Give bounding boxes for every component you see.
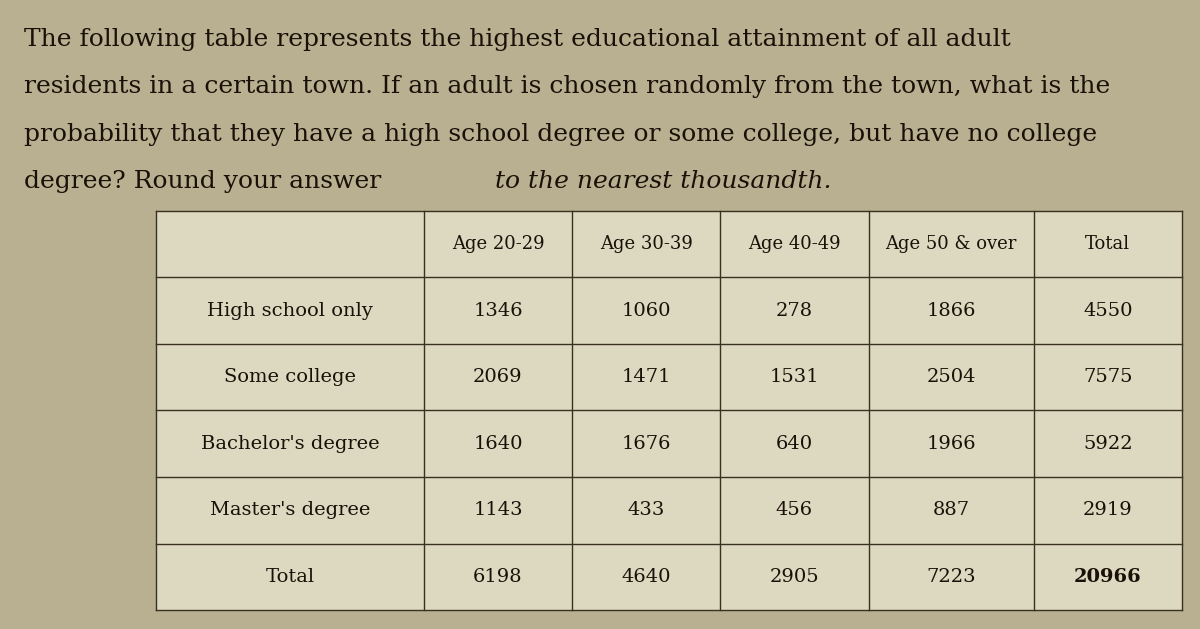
Text: degree? Round your answer: degree? Round your answer bbox=[24, 170, 389, 193]
Bar bbox=[720, 477, 869, 543]
Bar bbox=[424, 211, 572, 277]
Bar bbox=[869, 344, 1034, 410]
Bar bbox=[572, 277, 720, 344]
Text: Total: Total bbox=[1085, 235, 1130, 253]
Bar bbox=[572, 344, 720, 410]
Bar bbox=[869, 477, 1034, 543]
Bar bbox=[424, 344, 572, 410]
Bar bbox=[869, 277, 1034, 344]
Bar bbox=[156, 543, 424, 610]
Text: 6198: 6198 bbox=[473, 568, 523, 586]
Text: 640: 640 bbox=[776, 435, 812, 453]
Text: Some college: Some college bbox=[224, 368, 356, 386]
Text: 2069: 2069 bbox=[473, 368, 523, 386]
Bar bbox=[869, 410, 1034, 477]
Text: 7575: 7575 bbox=[1084, 368, 1133, 386]
Text: residents in a certain town. If an adult is chosen randomly from the town, what : residents in a certain town. If an adult… bbox=[24, 75, 1110, 99]
Text: Age 20-29: Age 20-29 bbox=[451, 235, 545, 253]
Bar bbox=[869, 543, 1034, 610]
Bar bbox=[1034, 543, 1182, 610]
Bar bbox=[1034, 410, 1182, 477]
Bar bbox=[424, 477, 572, 543]
Text: 1640: 1640 bbox=[473, 435, 523, 453]
Bar bbox=[156, 277, 424, 344]
Text: 2919: 2919 bbox=[1084, 501, 1133, 520]
Text: 456: 456 bbox=[776, 501, 812, 520]
Bar bbox=[572, 410, 720, 477]
Text: 2504: 2504 bbox=[926, 368, 976, 386]
Text: 2905: 2905 bbox=[769, 568, 820, 586]
Bar bbox=[156, 410, 424, 477]
Text: 1676: 1676 bbox=[622, 435, 671, 453]
Text: 7223: 7223 bbox=[926, 568, 976, 586]
Text: Bachelor's degree: Bachelor's degree bbox=[200, 435, 379, 453]
Text: 1143: 1143 bbox=[473, 501, 523, 520]
Bar bbox=[424, 410, 572, 477]
Text: 4640: 4640 bbox=[622, 568, 671, 586]
Text: 4550: 4550 bbox=[1084, 301, 1133, 320]
Text: High school only: High school only bbox=[208, 301, 373, 320]
Text: 433: 433 bbox=[628, 501, 665, 520]
Text: Age 30-39: Age 30-39 bbox=[600, 235, 692, 253]
Bar bbox=[156, 477, 424, 543]
Bar bbox=[1034, 477, 1182, 543]
Text: Age 40-49: Age 40-49 bbox=[748, 235, 841, 253]
Text: 1531: 1531 bbox=[769, 368, 820, 386]
Text: to the nearest thousandth.: to the nearest thousandth. bbox=[496, 170, 832, 193]
Text: The following table represents the highest educational attainment of all adult: The following table represents the highe… bbox=[24, 28, 1010, 52]
Text: Age 50 & over: Age 50 & over bbox=[886, 235, 1016, 253]
Text: 1471: 1471 bbox=[622, 368, 671, 386]
Bar bbox=[1034, 277, 1182, 344]
Text: 1966: 1966 bbox=[926, 435, 976, 453]
Bar bbox=[1034, 211, 1182, 277]
Bar bbox=[720, 211, 869, 277]
Bar bbox=[869, 211, 1034, 277]
Bar bbox=[572, 211, 720, 277]
Text: 278: 278 bbox=[776, 301, 812, 320]
Bar bbox=[156, 211, 424, 277]
Text: 1866: 1866 bbox=[926, 301, 976, 320]
Text: 5922: 5922 bbox=[1084, 435, 1133, 453]
Bar bbox=[1034, 344, 1182, 410]
Text: probability that they have a high school degree or some college, but have no col: probability that they have a high school… bbox=[24, 123, 1097, 146]
Bar bbox=[572, 543, 720, 610]
Bar bbox=[720, 277, 869, 344]
Bar bbox=[720, 344, 869, 410]
Text: 1346: 1346 bbox=[473, 301, 523, 320]
Text: Total: Total bbox=[265, 568, 314, 586]
Text: 20966: 20966 bbox=[1074, 568, 1141, 586]
Bar bbox=[720, 543, 869, 610]
Text: 1060: 1060 bbox=[622, 301, 671, 320]
Text: 887: 887 bbox=[932, 501, 970, 520]
Bar bbox=[720, 410, 869, 477]
Bar bbox=[424, 277, 572, 344]
Bar bbox=[424, 543, 572, 610]
Bar bbox=[156, 344, 424, 410]
Text: Master's degree: Master's degree bbox=[210, 501, 370, 520]
Bar bbox=[572, 477, 720, 543]
